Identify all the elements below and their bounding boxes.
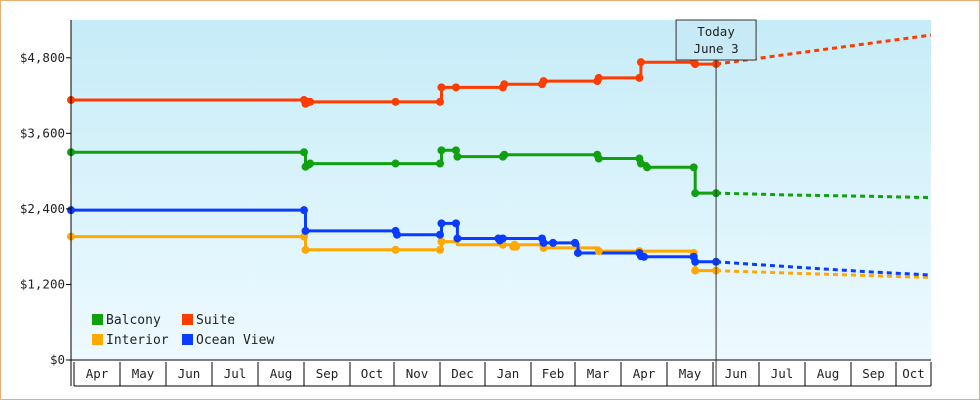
data-point-balcony	[437, 146, 446, 155]
data-point-ocean-view	[498, 234, 507, 243]
data-point-ocean-view	[300, 206, 308, 215]
data-point-balcony	[306, 159, 315, 168]
x-tick-label: Aug	[817, 366, 840, 381]
today-label-box	[675, 19, 757, 61]
data-point-balcony	[636, 159, 645, 168]
data-point-suite	[691, 60, 700, 69]
legend-swatch-balcony	[92, 314, 103, 325]
x-tick-label: Feb	[542, 366, 565, 381]
x-tick-label: Nov	[406, 366, 429, 381]
y-tick-label: $4,800	[20, 50, 65, 65]
x-tick-label: Dec	[451, 366, 474, 381]
data-point-interior	[594, 247, 603, 256]
y-tick-label: $3,600	[20, 125, 65, 140]
x-tick-label: Aug	[270, 366, 293, 381]
legend-label-suite: Suite	[196, 313, 235, 328]
data-point-ocean-view	[437, 219, 446, 228]
data-point-interior	[436, 245, 444, 254]
data-point-balcony	[689, 163, 698, 172]
data-point-ocean-view	[436, 230, 444, 239]
legend-label-ocean-view: Ocean View	[196, 333, 274, 348]
data-point-balcony	[500, 150, 509, 159]
legend-swatch-interior	[92, 334, 103, 345]
legend-label-balcony: Balcony	[106, 313, 161, 328]
data-point-ocean-view	[539, 238, 548, 247]
data-point-ocean-view	[453, 234, 462, 243]
data-point-interior	[437, 237, 446, 246]
x-tick-label: Jun	[178, 366, 201, 381]
legend: Balcony Suite Interior Ocean View	[92, 313, 274, 348]
data-point-ocean-view	[640, 252, 648, 261]
data-point-suite	[306, 97, 315, 106]
data-point-balcony	[594, 154, 603, 163]
data-point-suite	[635, 73, 644, 82]
y-axis: $0 $1,200 $2,400 $3,600 $4,800	[20, 20, 72, 386]
data-point-interior	[301, 245, 310, 254]
data-point-ocean-view	[301, 226, 310, 235]
data-point-ocean-view	[549, 238, 557, 247]
x-tick-label: Oct	[902, 366, 925, 381]
series-markers	[67, 58, 721, 275]
x-tick-label: Sep	[862, 366, 885, 381]
x-tick-label: Jun	[725, 366, 748, 381]
data-point-suite	[436, 97, 444, 106]
y-tick-label: $2,400	[20, 201, 65, 216]
data-point-ocean-view	[691, 257, 700, 266]
data-point-ocean-view	[451, 219, 460, 228]
data-point-ocean-view	[571, 238, 579, 247]
data-point-interior	[691, 266, 700, 275]
data-point-interior	[391, 245, 400, 254]
data-point-ocean-view	[393, 230, 402, 239]
data-point-balcony	[451, 146, 460, 155]
x-tick-label: Apr	[86, 366, 109, 381]
data-point-balcony	[691, 189, 700, 198]
data-point-ocean-view	[573, 248, 582, 257]
forecast-line-balcony	[716, 191, 932, 200]
data-point-suite	[500, 80, 509, 89]
today-label-line2: June 3	[693, 41, 738, 56]
today-label-line1: Today	[697, 24, 735, 39]
y-tick-label: $0	[50, 352, 65, 367]
forecast-line-interior	[716, 269, 932, 279]
data-point-balcony	[453, 152, 462, 161]
data-point-balcony	[391, 159, 400, 168]
x-axis: Apr May Jun Jul Aug Sep Oct Nov Dec Jan Feb Mar Apr M…	[71, 359, 932, 387]
x-tick-label: May	[132, 366, 155, 381]
x-tick-label: Jul	[771, 366, 794, 381]
legend-label-interior: Interior	[106, 333, 169, 348]
x-tick-label: Oct	[361, 366, 384, 381]
x-tick-label: Jan	[497, 366, 520, 381]
data-point-balcony	[300, 148, 308, 157]
plot-background	[71, 20, 931, 360]
x-tick-label: Jul	[224, 366, 247, 381]
legend-swatch-suite	[182, 314, 193, 325]
y-tick-label: $1,200	[20, 276, 65, 291]
legend-swatch-ocean-view	[182, 334, 193, 345]
data-point-suite	[636, 58, 645, 67]
data-point-suite	[437, 83, 446, 92]
data-point-suite	[451, 83, 460, 92]
data-point-balcony	[436, 159, 444, 168]
x-tick-label: May	[679, 366, 702, 381]
data-point-suite	[539, 77, 548, 86]
today-marker: Today June 3	[675, 19, 757, 386]
data-point-balcony	[643, 163, 652, 172]
data-point-suite	[594, 73, 603, 82]
forecast-line-ocean-view	[715, 260, 932, 277]
x-tick-label: Sep	[316, 366, 339, 381]
x-tick-label: Mar	[587, 366, 610, 381]
x-tick-label: Apr	[633, 366, 656, 381]
data-point-interior	[512, 242, 521, 251]
data-point-suite	[391, 97, 400, 106]
